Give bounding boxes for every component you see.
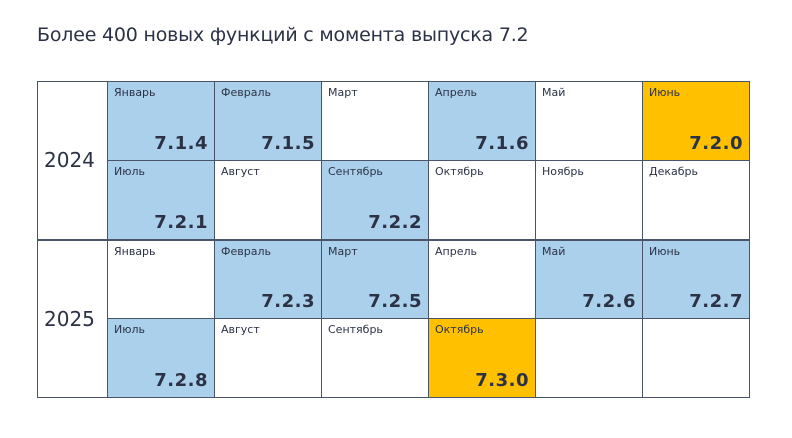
month-cell: Май 7.2.6 <box>535 238 643 319</box>
month-cell: Апрель <box>428 238 536 319</box>
month-cell: Апрель 7.1.6 <box>428 81 536 161</box>
month-name: Март <box>328 244 358 258</box>
month-cell: Июль 7.2.1 <box>107 160 215 240</box>
version-label: 7.2.0 <box>689 133 743 154</box>
month-name: Июль <box>114 323 146 336</box>
month-cell: Январь <box>107 238 215 319</box>
month-name: Март <box>328 86 358 99</box>
month-name: Июнь <box>649 86 681 99</box>
month-name: Июнь <box>649 244 681 258</box>
version-label: 7.1.6 <box>475 133 529 154</box>
month-cell <box>535 318 643 398</box>
month-cell <box>642 318 750 398</box>
month-name: Май <box>542 86 566 99</box>
year-label: 2024 <box>44 148 95 173</box>
month-name: Апрель <box>435 244 477 258</box>
month-cell: Ноябрь <box>535 160 643 240</box>
version-label: 7.2.6 <box>582 291 636 312</box>
month-name: Август <box>221 165 260 178</box>
month-cell: Декабрь <box>642 160 750 240</box>
month-name: Май <box>542 244 566 258</box>
calendar-row: Июль 7.2.1 Август Сентябрь 7.2.2 Октябрь Ноябр… <box>38 160 750 240</box>
year-label: 2025 <box>44 306 95 331</box>
year-cell: 2025 <box>37 238 108 398</box>
month-cell: Январь 7.1.4 <box>107 81 215 161</box>
month-cell: Июль 7.2.8 <box>107 318 215 398</box>
month-name: Июль <box>114 165 146 178</box>
month-cell: Октябрь 7.3.0 <box>428 318 536 398</box>
month-name: Август <box>221 323 260 336</box>
version-label: 7.1.4 <box>154 133 208 154</box>
version-label: 7.2.8 <box>154 370 208 391</box>
month-cell: Июнь 7.2.7 <box>642 238 750 319</box>
version-label: 7.2.2 <box>368 211 422 233</box>
month-cell: Август <box>214 160 322 240</box>
version-label: 7.1.5 <box>261 133 315 154</box>
month-cell: Май <box>535 81 643 161</box>
year-cell: 2024 <box>37 81 108 240</box>
month-name: Сентябрь <box>328 323 383 336</box>
month-name: Апрель <box>435 86 477 99</box>
release-calendar-grid: 2024 Январь 7.1.4 Февраль 7.1.5 Март Апрель 7.1… <box>37 81 750 398</box>
month-name: Февраль <box>221 244 271 258</box>
version-label: 7.2.7 <box>689 291 743 312</box>
version-label: 7.2.1 <box>154 211 208 233</box>
month-cell: Июнь 7.2.0 <box>642 81 750 161</box>
version-label: 7.2.3 <box>261 291 315 312</box>
month-name: Сентябрь <box>328 165 383 178</box>
month-cell: Сентябрь <box>321 318 429 398</box>
version-label: 7.3.0 <box>475 370 529 391</box>
month-cell: Февраль 7.1.5 <box>214 81 322 161</box>
month-name: Январь <box>114 86 156 99</box>
month-name: Октябрь <box>435 323 484 336</box>
page-title: Более 400 новых функций с момента выпуск… <box>37 24 529 46</box>
month-name: Ноябрь <box>542 165 584 178</box>
month-name: Октябрь <box>435 165 484 178</box>
month-name: Декабрь <box>649 165 698 178</box>
month-cell: Март 7.2.5 <box>321 238 429 319</box>
month-name: Февраль <box>221 86 271 99</box>
version-label: 7.2.5 <box>368 291 422 312</box>
month-cell: Сентябрь 7.2.2 <box>321 160 429 240</box>
month-cell: Октябрь <box>428 160 536 240</box>
month-cell: Март <box>321 81 429 161</box>
calendar-row: 2024 Январь 7.1.4 Февраль 7.1.5 Март Апрель 7.1… <box>37 81 750 240</box>
calendar-row: 2025 Январь Февраль 7.2.3 Март 7.2.5 Апрель Май… <box>37 238 750 398</box>
calendar-row: Июль 7.2.8 Август Сентябрь Октябрь 7.3.0 <box>38 318 750 398</box>
month-cell: Февраль 7.2.3 <box>214 238 322 319</box>
month-cell: Август <box>214 318 322 398</box>
month-name: Январь <box>114 244 156 258</box>
